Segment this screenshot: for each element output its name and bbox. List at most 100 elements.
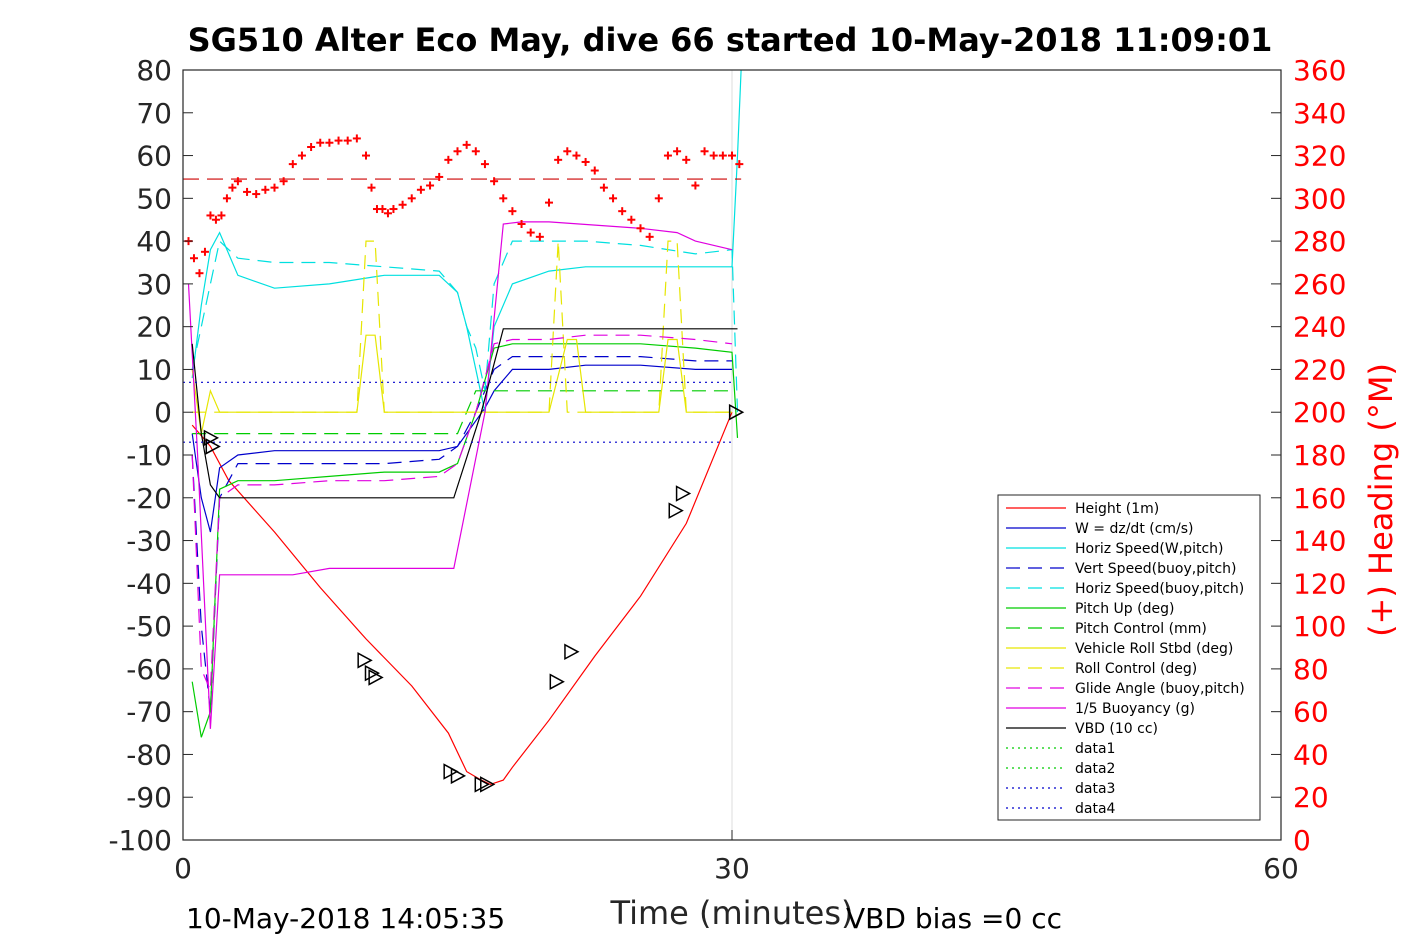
triangle-marker (564, 643, 580, 661)
heading-point (217, 211, 226, 220)
heading-point (398, 200, 407, 209)
legend-box (997, 494, 1261, 821)
y2-tick-label: 340 (1293, 97, 1346, 130)
y2-tick-label: 0 (1293, 824, 1311, 857)
y-tick-label: 80 (136, 54, 172, 87)
triangle-marker (368, 669, 384, 686)
heading-point (378, 205, 387, 214)
triangle-marker (474, 776, 490, 793)
heading-point (270, 183, 279, 192)
triangle-marker (480, 776, 496, 793)
legend-entry: Vehicle Roll Stbd (deg) (1075, 641, 1233, 657)
heading-point (554, 155, 563, 164)
heading-point (352, 134, 361, 143)
series-line-9 (191, 334, 733, 691)
triangle-marker (728, 403, 745, 421)
heading-point (627, 215, 636, 224)
heading-point (718, 151, 727, 160)
x-tick-label: 30 (714, 852, 750, 885)
y-tick-label: 60 (136, 140, 172, 173)
y2-tick-label: 40 (1293, 738, 1329, 771)
legend-entry: Pitch Up (deg) (1075, 601, 1174, 617)
heading-point (343, 136, 352, 145)
series-line-4 (191, 239, 739, 413)
heading-point (480, 160, 489, 169)
series-line-6 (192, 390, 732, 435)
y-tick-label: -30 (126, 525, 172, 558)
x-tick-label: 0 (174, 852, 192, 885)
heading-point (444, 155, 453, 164)
y-tick-label: 0 (154, 396, 172, 429)
y2-tick-label: 300 (1293, 182, 1346, 215)
y-tick-label: -50 (126, 610, 172, 643)
right-axis-label: (+) Heading (°M) (1362, 363, 1400, 637)
y-tick-label: 30 (136, 268, 172, 301)
footer-timestamp: 10-May-2018 14:05:35 (186, 902, 505, 935)
heading-point (572, 151, 581, 160)
heading-point (682, 155, 691, 164)
heading-point (307, 143, 316, 151)
y-tick-label: 40 (136, 225, 172, 258)
heading-point (189, 254, 198, 263)
heading-point (590, 166, 599, 175)
legend-entry: Glide Angle (buoy,pitch) (1075, 681, 1245, 697)
heading-point (435, 172, 444, 181)
heading-point (636, 224, 645, 233)
legend-entry: Height (1m) (1075, 501, 1159, 517)
triangle-markers (203, 403, 745, 793)
heading-point (206, 211, 215, 220)
heading-point (362, 151, 370, 160)
heading-point (200, 247, 209, 256)
y2-tick-label: 180 (1293, 439, 1346, 472)
y-tick-label: -60 (126, 653, 172, 686)
x-tick-labels: 0 30 60 (174, 852, 1299, 885)
y-tick-label: -10 (126, 439, 172, 472)
y2-tick-label: 240 (1293, 311, 1346, 344)
triangle-marker (364, 664, 381, 682)
y2-tick-label: 160 (1293, 482, 1346, 515)
triangle-marker (357, 652, 373, 669)
triangle-marker (205, 438, 221, 455)
heading-point (728, 151, 736, 160)
heading-point (673, 147, 682, 156)
heading-point (654, 194, 663, 203)
heading-point (252, 190, 261, 199)
heading-point (389, 205, 398, 214)
y2-tick-label: 140 (1293, 525, 1346, 558)
heading-point (709, 151, 718, 160)
series-line-10 (187, 221, 733, 729)
left-tick-labels: 80 70 60 50 40 30 20 10 0 -10 -20 -30 -40 -50 -60 -70 -8… (108, 54, 172, 857)
heading-point (279, 177, 288, 186)
y2-tick-label: 280 (1293, 225, 1346, 258)
heading-point (288, 160, 297, 169)
legend: Height (1m) W = dz/dt (cm/s) Horiz Speed(W… (997, 494, 1261, 821)
heading-point (490, 177, 499, 186)
triangle-marker (675, 485, 692, 502)
heading-point (383, 209, 392, 218)
y-tick-label: -70 (126, 696, 172, 729)
y-tick-label: 10 (136, 353, 172, 386)
heading-point (195, 269, 204, 278)
heading-point (517, 220, 526, 228)
heading-point (243, 187, 252, 196)
legend-entry: Horiz Speed(buoy,pitch) (1075, 581, 1244, 597)
series-line-0 (191, 411, 733, 786)
y2-tick-label: 220 (1293, 353, 1346, 386)
heading-point (609, 194, 618, 203)
heading-point (735, 160, 744, 169)
triangle-marker (668, 502, 684, 519)
y-tick-label: -20 (126, 482, 172, 515)
heading-point (316, 138, 325, 147)
y2-tick-label: 200 (1293, 396, 1346, 429)
series-line-3 (191, 356, 732, 712)
legend-entry: VBD (10 cc) (1075, 721, 1158, 737)
series-line-8 (192, 240, 732, 413)
heading-point (261, 185, 270, 194)
heading-point (407, 194, 416, 203)
legend-entry: Vert Speed(buoy,pitch) (1075, 561, 1237, 577)
legend-entry: W = dz/dt (cm/s) (1075, 521, 1194, 537)
series-line-2 (191, 69, 742, 413)
y-tick-label: -100 (108, 824, 172, 857)
heading-point (416, 185, 425, 194)
legend-entry: data3 (1075, 781, 1115, 797)
